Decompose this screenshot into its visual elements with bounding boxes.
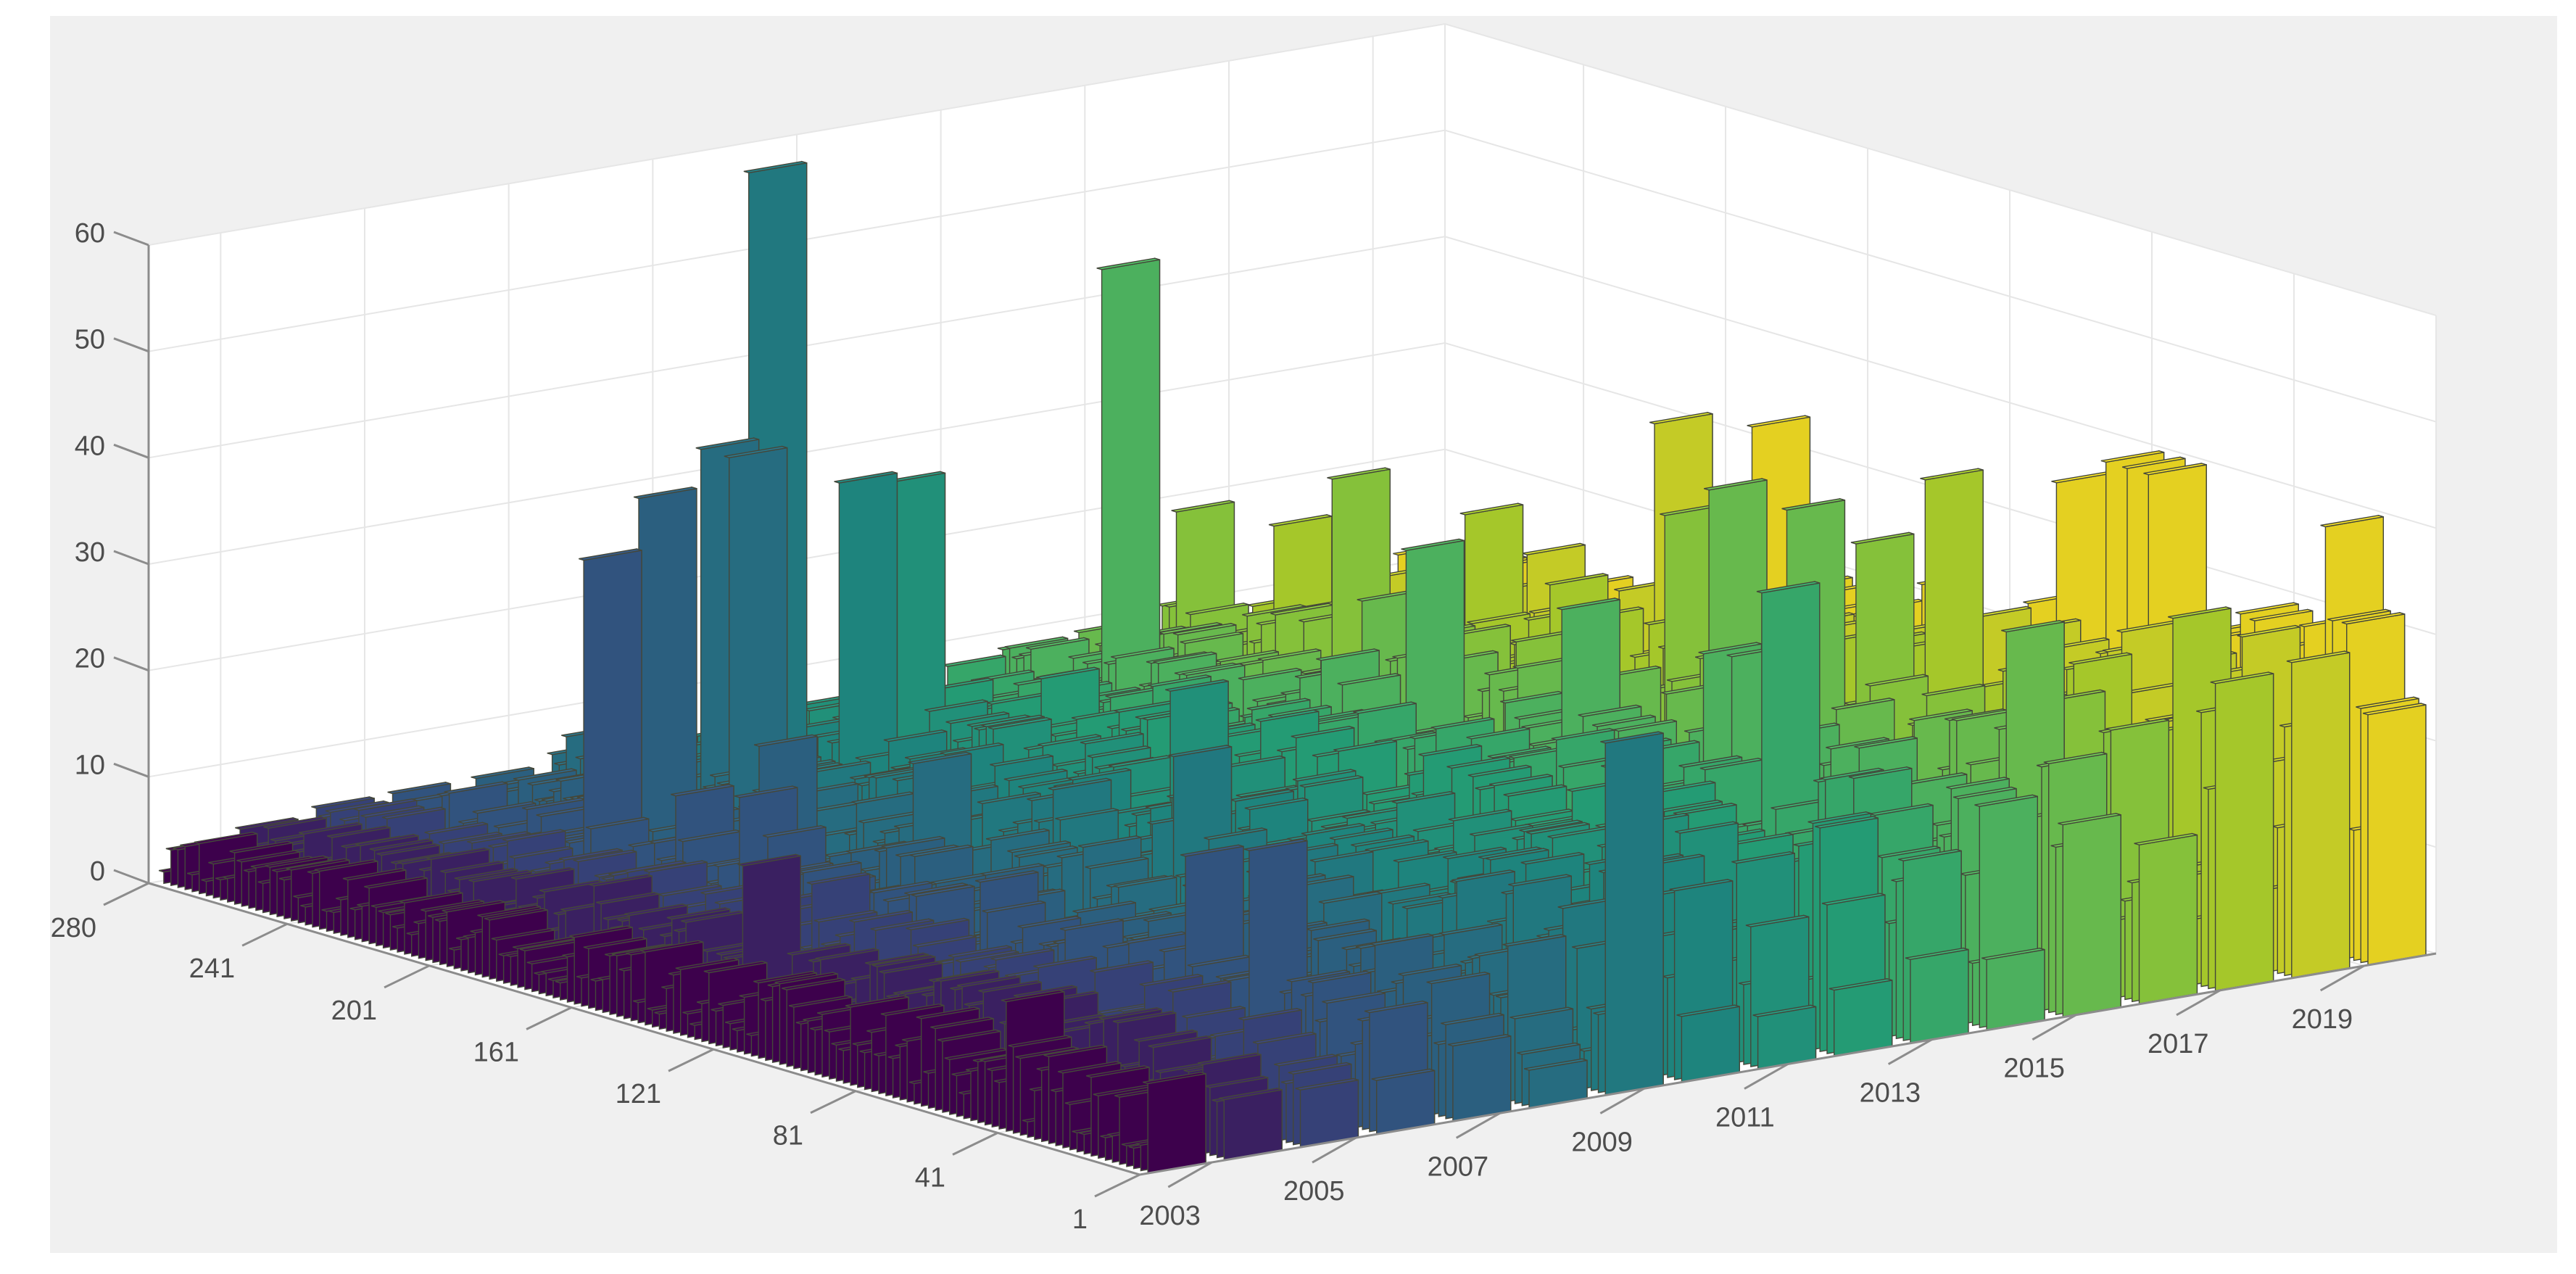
bar-top-face (236, 850, 300, 863)
bar-top-face (360, 805, 424, 818)
bar-top-face (1159, 622, 1222, 635)
bar-top-face (311, 796, 375, 809)
bar3d-series (158, 160, 2427, 1174)
bar-top-face (194, 832, 257, 845)
bar-top-face (381, 806, 446, 819)
bar-top-face (1096, 257, 1160, 270)
bar-top-face (444, 781, 508, 794)
bar-top-face (1185, 603, 1249, 616)
bar-top-face (1004, 636, 1068, 649)
bar-top-face (298, 822, 363, 835)
bar-top-face (472, 801, 536, 814)
bar-top-face (263, 816, 327, 830)
bar-top-face (1111, 646, 1175, 659)
bar-top-face (355, 833, 419, 847)
bar-top-face (1242, 604, 1306, 617)
bar-top-face (424, 822, 488, 835)
bar-top-face (942, 654, 1006, 667)
bar-top-face (1171, 500, 1235, 513)
bar-top-face (1180, 631, 1243, 645)
bar-top-face (439, 831, 502, 845)
bar-top-face (743, 160, 807, 174)
bar-top-face (229, 840, 293, 853)
bar-top-face (513, 768, 577, 781)
bar-top-face (286, 858, 349, 871)
bar-top-face (471, 766, 534, 779)
bar-top-face (387, 782, 451, 795)
bar-top-face (353, 798, 417, 811)
bar-top-face (235, 817, 299, 830)
bar-top-face (1025, 637, 1090, 650)
bar-top-face (1172, 623, 1236, 636)
bar-top-face (265, 855, 328, 868)
bar-top-face (327, 825, 391, 838)
